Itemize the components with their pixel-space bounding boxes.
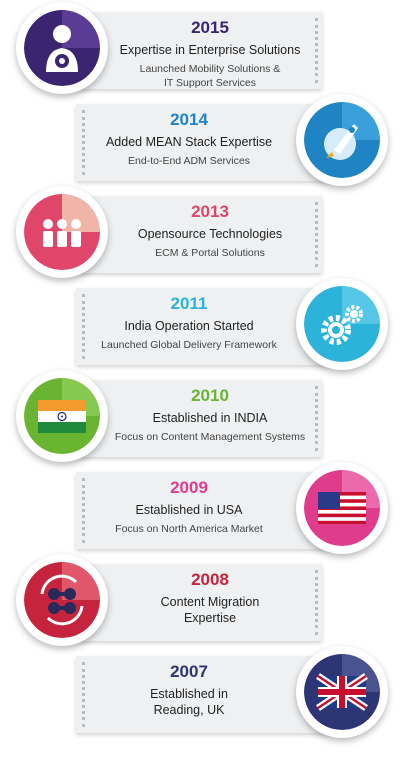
timeline-item-2014: 2014 Added MEAN Stack Expertise End-to-E… xyxy=(0,92,400,186)
timeline-item-2007: 2007 Established in Reading, UK xyxy=(0,644,400,738)
milestone-title: Content Migration Expertise xyxy=(160,595,260,625)
timeline-text: 2009 Established in USA Focus on North A… xyxy=(80,472,298,549)
timeline-text: 2014 Added MEAN Stack Expertise End-to-E… xyxy=(80,104,298,181)
milestone-title: Established in Reading, UK xyxy=(150,687,228,717)
year-label: 2013 xyxy=(191,202,229,221)
icon-badge xyxy=(16,370,108,462)
icon-badge xyxy=(16,554,108,646)
people-icon xyxy=(24,194,100,270)
dotted-divider xyxy=(82,662,85,727)
icon-badge xyxy=(16,2,108,94)
timeline-item-2009: 2009 Established in USA Focus on North A… xyxy=(0,460,400,554)
milestone-subtitle: ECM & Portal Solutions xyxy=(155,247,265,259)
milestone-title: Opensource Technologies xyxy=(137,227,283,241)
milestone-title: Added MEAN Stack Expertise xyxy=(105,135,273,149)
icon-badge xyxy=(296,278,388,370)
milestone-subtitle: End-to-End ADM Services xyxy=(128,155,250,167)
rocket-icon xyxy=(304,102,380,178)
milestone-subtitle: Launched Mobility Solutions & IT Support… xyxy=(139,63,281,89)
year-label: 2015 xyxy=(191,18,229,37)
milestone-subtitle: Launched Global Delivery Framework xyxy=(101,339,277,351)
timeline-text: 2007 Established in Reading, UK xyxy=(80,656,298,733)
timeline-text: 2011 India Operation Started Launched Gl… xyxy=(80,288,298,365)
icon-badge xyxy=(16,186,108,278)
icon-badge xyxy=(296,646,388,738)
milestone-title: India Operation Started xyxy=(124,319,254,333)
milestone-title: Established in USA xyxy=(135,503,243,517)
year-label: 2007 xyxy=(170,662,208,681)
dotted-divider xyxy=(315,18,318,83)
year-label: 2009 xyxy=(170,478,208,497)
milestone-subtitle: Focus on North America Market xyxy=(115,523,263,535)
timeline-item-2011: 2011 India Operation Started Launched Gl… xyxy=(0,276,400,370)
timeline-item-2008: 2008 Content Migration Expertise xyxy=(0,552,400,646)
user-gear-icon xyxy=(24,10,100,86)
timeline-text: 2015 Expertise in Enterprise Solutions L… xyxy=(100,12,320,89)
india-flag-icon xyxy=(24,378,100,454)
dotted-divider xyxy=(82,294,85,359)
dotted-divider xyxy=(315,386,318,451)
timeline-card xyxy=(60,380,322,457)
milestone-title: Established in INDIA xyxy=(152,411,268,425)
dotted-divider xyxy=(82,478,85,543)
milestone-title: Expertise in Enterprise Solutions xyxy=(119,43,301,57)
icon-badge xyxy=(296,94,388,186)
dotted-divider xyxy=(315,570,318,635)
year-label: 2014 xyxy=(170,110,208,129)
uk-flag-icon xyxy=(304,654,380,730)
milestone-subtitle: Focus on Content Management Systems xyxy=(114,431,306,443)
year-label: 2008 xyxy=(191,570,229,589)
timeline-item-2013: 2013 Opensource Technologies ECM & Porta… xyxy=(0,184,400,278)
timeline-text: 2008 Content Migration Expertise xyxy=(100,564,320,641)
dotted-divider xyxy=(82,110,85,175)
icon-badge xyxy=(296,462,388,554)
dotted-divider xyxy=(315,202,318,267)
timeline-item-2015: 2015 Expertise in Enterprise Solutions L… xyxy=(0,0,400,94)
year-label: 2011 xyxy=(170,294,208,313)
timeline-text: 2010 Established in INDIA Focus on Conte… xyxy=(100,380,320,457)
year-label: 2010 xyxy=(191,386,229,405)
timeline-text: 2013 Opensource Technologies ECM & Porta… xyxy=(100,196,320,273)
gears-icon xyxy=(304,286,380,362)
migration-icon xyxy=(24,562,100,638)
usa-flag-icon xyxy=(304,470,380,546)
timeline-item-2010: 2010 Established in INDIA Focus on Conte… xyxy=(0,368,400,462)
